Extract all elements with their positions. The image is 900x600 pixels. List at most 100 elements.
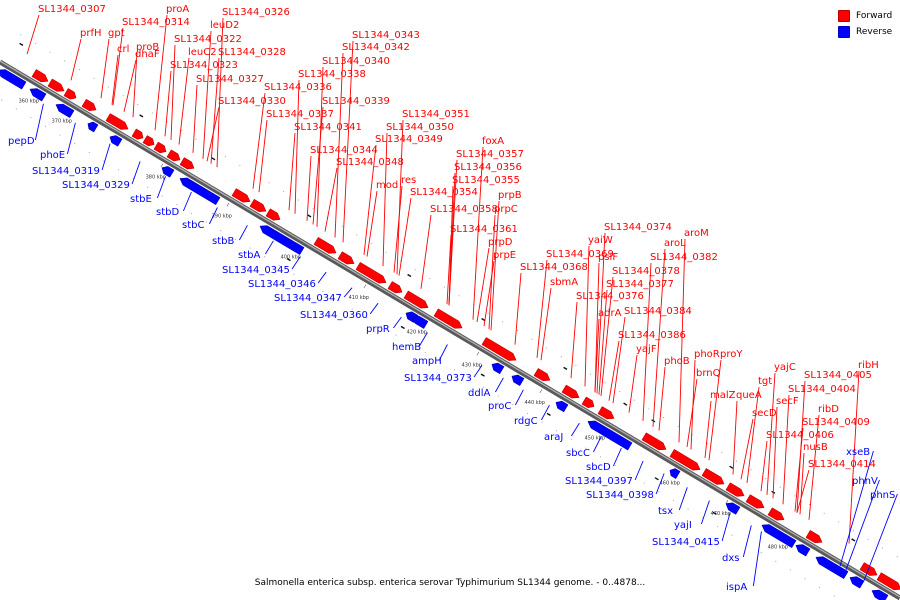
forward-gene-label-gpt: gpt [108, 28, 125, 39]
forward-gene-label-arol: aroL [664, 238, 686, 249]
forward-gene-block [701, 468, 725, 485]
forward-gene-block [433, 308, 463, 329]
forward-gene-label-malz: malZ [710, 390, 736, 401]
scale-tick-label: 420 kbp [407, 330, 427, 336]
guide-dot [692, 434, 694, 436]
guide-dot [20, 34, 22, 36]
forward-gene-block [481, 337, 517, 361]
forward-gene-label-sl1344-0343: SL1344_0343 [352, 30, 420, 41]
reverse-gene-label-araj: araJ [544, 432, 563, 443]
scale-tick [226, 202, 230, 207]
guide-dot [775, 560, 777, 562]
reverse-gene-block [669, 468, 681, 480]
reverse-gene-block [849, 576, 865, 589]
reverse-gene-label-stbe: stbE [130, 194, 152, 205]
forward-gene-label-prfh: prfH [80, 28, 102, 39]
guide-dot [443, 286, 445, 288]
forward-label-callout [536, 259, 548, 358]
forward-label-callout [294, 79, 300, 214]
forward-gene-label-nusb: nusB [803, 442, 828, 453]
guide-dot [414, 269, 416, 271]
forward-label-callout [112, 27, 124, 106]
guide-dot [93, 77, 95, 79]
forward-label-callout [740, 418, 754, 480]
guide-dot [560, 356, 562, 358]
forward-label-callout [111, 54, 119, 105]
reverse-gene-label-sl1344-0345: SL1344_0345 [222, 265, 290, 276]
reverse-gene-block [259, 225, 305, 256]
feature-marker [712, 511, 717, 515]
forward-gene-block [641, 432, 667, 451]
forward-gene-label-leud2: leuD2 [210, 20, 239, 31]
guide-dot [487, 312, 489, 314]
guide-dot [556, 430, 558, 432]
reverse-label-callout [612, 447, 622, 467]
forward-label-callout [312, 106, 324, 225]
forward-gene-label-sl1344-0404: SL1344_0404 [788, 384, 856, 395]
forward-label-callout [363, 144, 377, 255]
forward-gene-label-sbma: sbmA [550, 277, 578, 288]
feature-marker [19, 42, 24, 47]
guide-dot [546, 347, 548, 349]
reverse-label-callout [721, 512, 731, 542]
guide-dot [297, 199, 299, 201]
reverse-gene-label-yaji: yajI [674, 520, 692, 531]
forward-gene-label-sl1344-0357: SL1344_0357 [456, 149, 524, 160]
reverse-label-callout [571, 422, 580, 437]
scale-tick-label: 480 kbp [768, 545, 788, 551]
forward-label-callout [448, 185, 454, 306]
reverse-label-callout [101, 143, 111, 171]
forward-label-callout [772, 406, 778, 499]
forward-label-callout [154, 14, 168, 131]
reverse-label-callout [66, 122, 76, 155]
forward-gene-block [249, 198, 267, 212]
forward-gene-label-sl1344-0374: SL1344_0374 [604, 222, 672, 233]
reverse-gene-label-sl1344-0397: SL1344_0397 [565, 476, 633, 487]
guide-dot [190, 212, 193, 214]
guide-dot [765, 477, 767, 480]
forward-gene-block [805, 529, 823, 544]
forward-label-callout [760, 440, 768, 492]
forward-gene-block [533, 368, 551, 382]
guide-dot [385, 251, 387, 253]
reverse-gene-block [161, 166, 175, 178]
guide-dot [867, 538, 869, 540]
guide-dot [370, 243, 372, 245]
guide-dot [896, 556, 898, 558]
forward-gene-label-phor: phoR [694, 349, 720, 360]
reverse-gene-block [761, 524, 797, 549]
legend-reverse: Reverse [838, 24, 892, 40]
forward-label-callout [258, 119, 268, 193]
forward-gene-label-prob: proB [136, 42, 159, 53]
forward-gene-label-yajc: yajC [774, 362, 796, 373]
guide-dot [64, 60, 66, 62]
reverse-gene-label-hemb: hemB [392, 342, 421, 353]
guide-dot [833, 595, 835, 597]
forward-gene-label-prpe: prpE [493, 250, 516, 261]
reverse-label-callout [131, 161, 141, 185]
forward-label-callout [652, 248, 666, 427]
scale-tick [476, 351, 480, 356]
forward-label-callout [704, 400, 712, 458]
forward-gene-label-secd: secD [752, 408, 777, 419]
guide-dot [34, 42, 36, 45]
reverse-gene-block [411, 315, 429, 329]
sequence-backbone: 360 kbp 370 kbp 380 kbp 390 kbp 400 kbp 410 k… [0, 34, 900, 600]
feature-marker [400, 325, 405, 330]
reverse-label-callout [742, 525, 752, 558]
reverse-label-callout [655, 473, 665, 495]
scale-tick [160, 163, 164, 168]
guide-dot [585, 447, 587, 449]
guide-dot [789, 569, 791, 571]
forward-gene-label-sl1344-0322: SL1344_0322 [174, 34, 242, 45]
forward-gene-block [597, 406, 615, 420]
feature-marker [307, 214, 312, 218]
forward-gene-block [337, 251, 355, 265]
guide-dot [224, 156, 226, 158]
reverse-gene-block [29, 88, 47, 102]
forward-gene-label-sl1344-0341: SL1344_0341 [294, 122, 362, 133]
reverse-label-callout [208, 207, 218, 225]
reverse-label-callout [265, 240, 274, 255]
forward-label-callout [596, 232, 606, 394]
forward-gene-label-sl1344-0339: SL1344_0339 [322, 96, 390, 107]
